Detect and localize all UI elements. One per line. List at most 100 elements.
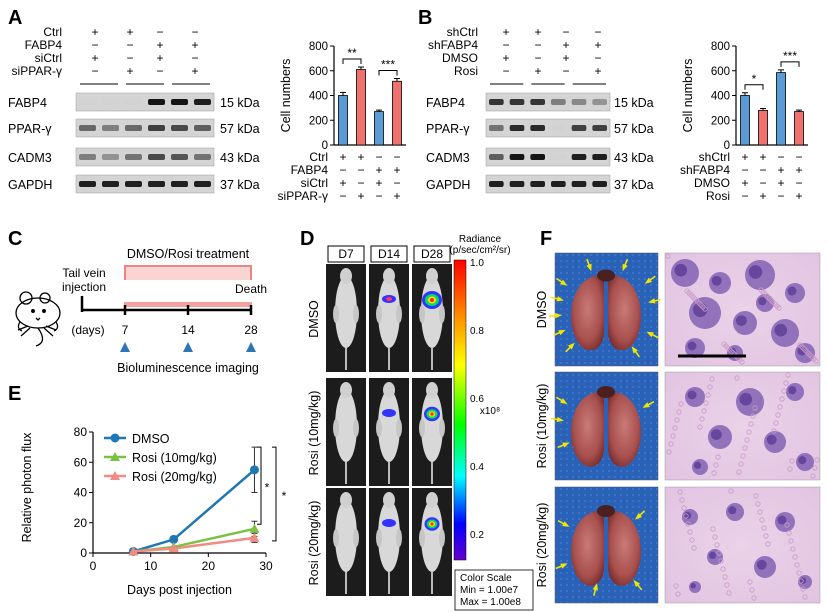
blot-band (102, 181, 119, 187)
bar (776, 72, 786, 146)
chart-sign-mark: − (759, 176, 766, 190)
chart-row-label: shCtrl (699, 150, 730, 164)
sign-mark: + (594, 38, 601, 52)
days-label: (days) (71, 323, 104, 337)
imaging-label: Bioluminescence imaging (117, 361, 259, 375)
significance-label: * (265, 481, 270, 495)
chart-sign-mark: + (741, 176, 748, 190)
sign-mark: + (91, 25, 98, 39)
blot-kda-label: 43 kDa (614, 151, 654, 165)
blot-band (592, 154, 607, 160)
sign-mark: + (191, 64, 198, 78)
blot-protein-label: GAPDH (426, 178, 470, 192)
alveolus (753, 493, 759, 499)
alveolus (683, 513, 689, 519)
alveolus (726, 590, 732, 596)
alveolus (814, 457, 820, 463)
legend-label: DMSO (132, 432, 170, 446)
alveolus (761, 525, 767, 531)
blot-band (571, 125, 587, 131)
blot-kda-label: 57 kDa (220, 122, 260, 136)
chart-sign-mark: − (777, 150, 784, 164)
sign-mark: + (562, 51, 569, 65)
sign-mark: − (534, 51, 541, 65)
mouse-head (340, 382, 352, 398)
chart-sign-mark: − (357, 163, 364, 177)
color-bar-tick-label: 0.4 (470, 462, 484, 473)
chart-sign-mark: + (375, 163, 382, 177)
alveolus (689, 537, 695, 543)
left-lung-lobe (571, 275, 604, 351)
chart-sign-mark: − (357, 176, 364, 190)
blot-band (148, 181, 165, 187)
blot-membrane (485, 174, 611, 194)
imaging-marker-14 (183, 342, 193, 352)
treatment-row-label: DMSO (307, 300, 321, 338)
alveolus (765, 541, 771, 547)
alveolus (718, 558, 724, 564)
mouse-silhouette (335, 276, 357, 348)
mouse-head (383, 268, 395, 284)
chart-row-label: Rosi (706, 189, 730, 203)
blot-kda-label: 57 kDa (614, 122, 654, 136)
y-tick-label: 400 (711, 91, 730, 103)
alveolus (786, 530, 792, 536)
yellow-arrow-head (562, 442, 570, 448)
condition-label: Rosi (454, 64, 478, 78)
panel-d-letter: D (300, 228, 314, 250)
blot-band (102, 125, 119, 131)
yellow-arrow-head (554, 313, 562, 319)
tumor-nodule-core (739, 392, 753, 406)
tumor-nodule-core (694, 461, 702, 469)
x-tick-label: 0 (90, 559, 97, 573)
alveolus (665, 253, 671, 259)
alveolus (751, 595, 757, 601)
sign-mark: + (502, 25, 509, 39)
yellow-arrow-head (635, 513, 642, 520)
day-7-label: 7 (122, 323, 129, 337)
blot-band (79, 181, 96, 187)
tumor-nodule-core (709, 551, 717, 560)
chart-sign-mark: − (375, 189, 382, 203)
condition-label: shCtrl (447, 25, 478, 39)
condition-label: DMSO (442, 51, 478, 65)
yellow-arrow-head (560, 563, 568, 569)
mouse-limb (419, 305, 425, 323)
y-tick-label: 20 (74, 516, 88, 530)
blot-protein-label: CADM3 (426, 151, 470, 165)
histology-image (664, 486, 821, 604)
data-point (169, 534, 179, 544)
tumor-nodule-core (756, 559, 767, 570)
y-tick-label: 200 (711, 115, 730, 127)
blot-membrane (75, 147, 215, 167)
x-axis-label: Days post injection (127, 583, 232, 597)
y-tick-label: 0 (80, 546, 87, 560)
radiance-color-bar (453, 259, 467, 561)
chart-sign-mark: − (393, 150, 400, 164)
alveolus (711, 470, 717, 476)
blot-membrane (485, 147, 611, 167)
tumor-nodule-core (766, 434, 777, 445)
mouse-limb (333, 419, 339, 437)
tumor-nodule-core (711, 275, 722, 286)
significance-bracket (257, 446, 262, 525)
alveolus (722, 574, 728, 580)
mouse-head (426, 492, 438, 508)
treatment-row-label: DMSO (535, 290, 549, 328)
significance-bracket (780, 61, 800, 67)
alveolus (784, 522, 790, 528)
blot-membrane (485, 92, 611, 112)
alveolus (747, 579, 753, 585)
mouse-limb (396, 529, 402, 547)
tumor-nodule-core (729, 347, 737, 355)
color-bar-tick-label: 0.6 (470, 394, 484, 405)
mouse-silhouette (378, 276, 400, 348)
alveolus (794, 562, 800, 568)
condition-label: siCtrl (35, 51, 62, 65)
mouse-limb (419, 529, 425, 547)
significance-label: *** (381, 58, 395, 72)
legend-marker (110, 433, 120, 443)
alveolus (790, 546, 796, 552)
alveolus (703, 400, 709, 406)
panel-a-western-blots: FABP4 15 kDa PPAR-γ 57 kDa CADM3 43 kDa GAPDH 3… (8, 83, 260, 194)
